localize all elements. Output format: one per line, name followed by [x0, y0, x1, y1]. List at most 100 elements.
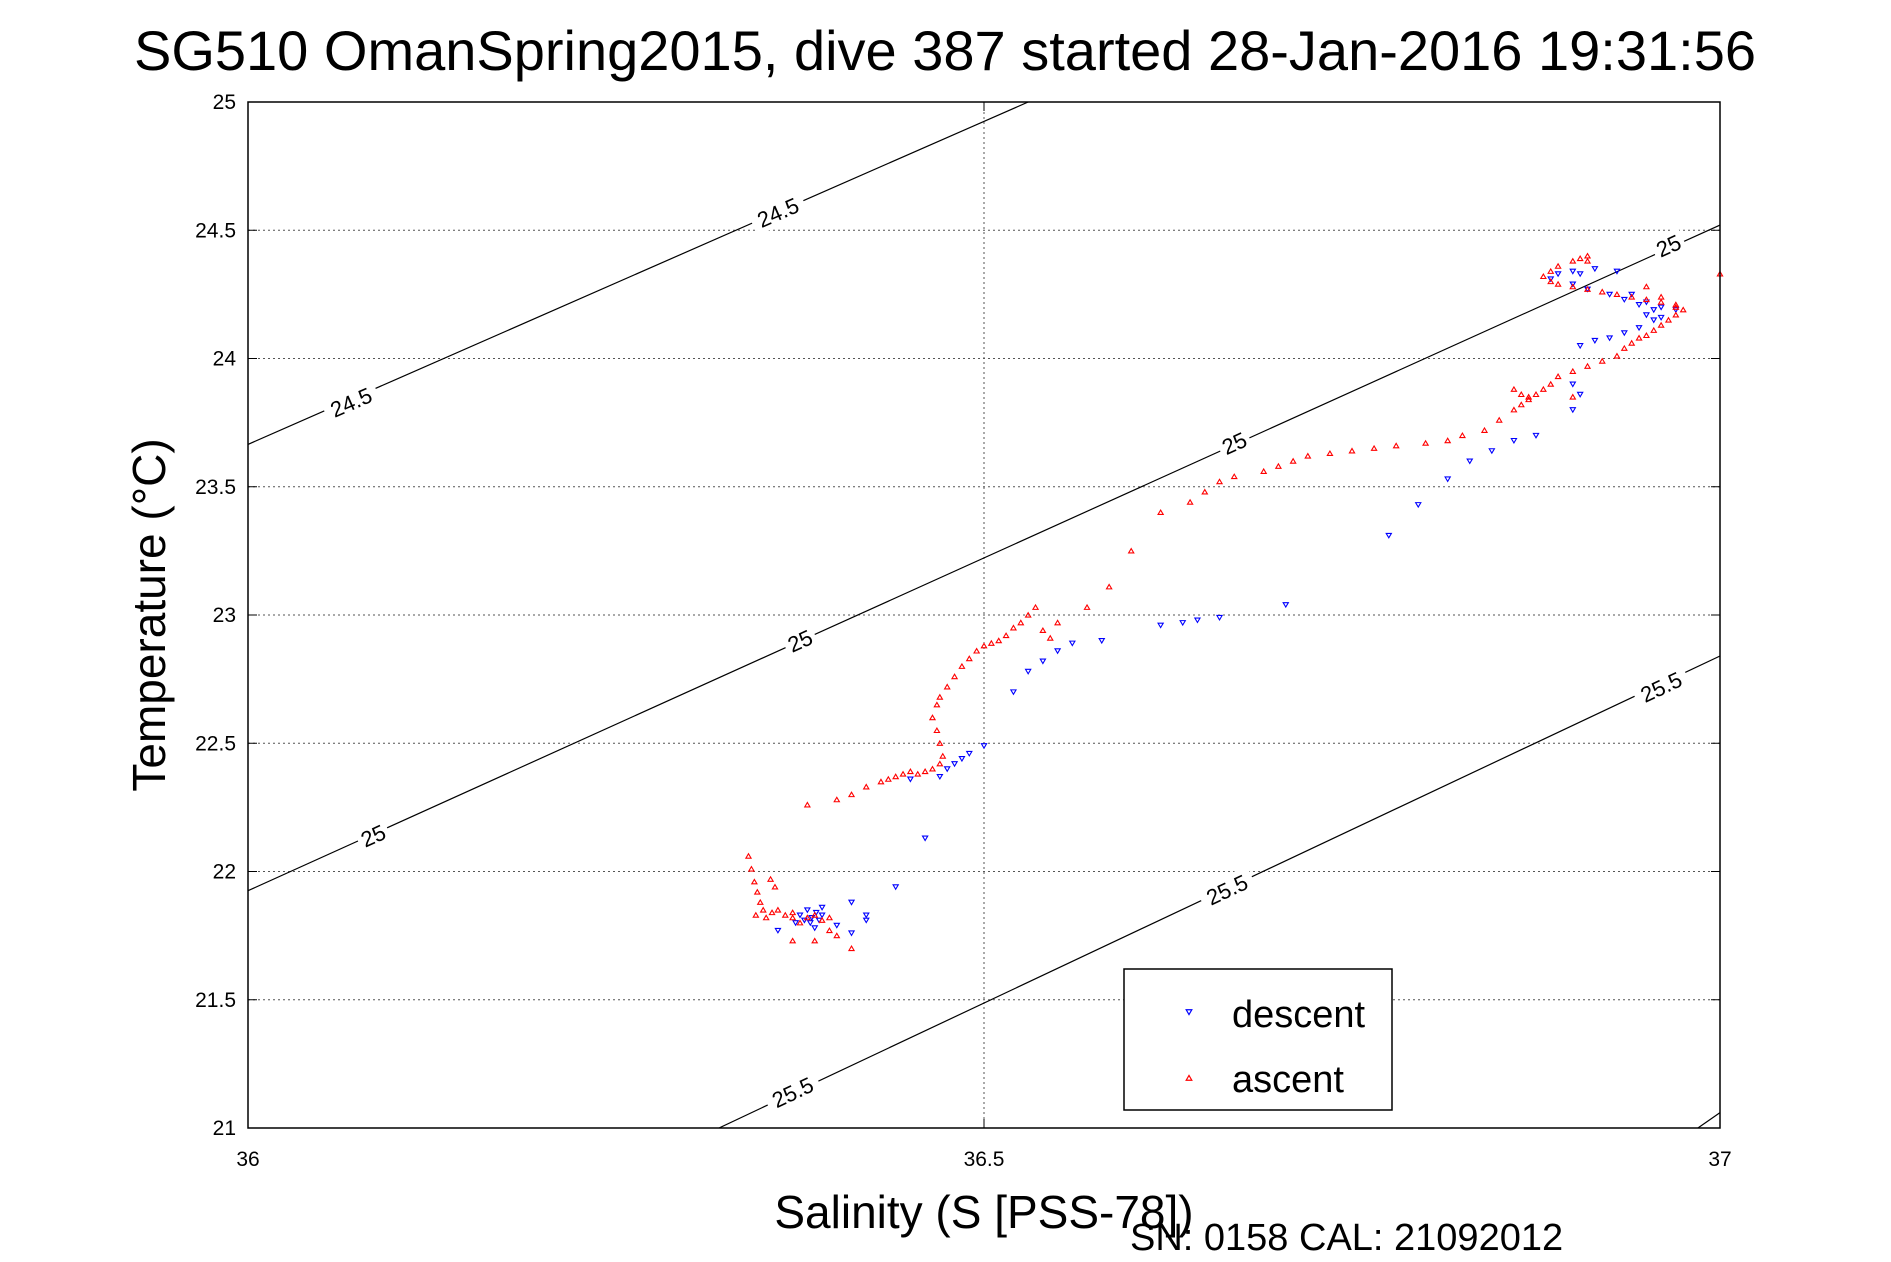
- isopycnal-label-bg: [1196, 865, 1258, 914]
- legend-ascent-symbol: [1185, 1074, 1193, 1081]
- descent-point: [1024, 668, 1032, 675]
- chart-title: SG510 OmanSpring2015, dive 387 started 2…: [134, 19, 1756, 82]
- ascent-point: [1554, 280, 1562, 287]
- ascent-point: [1569, 393, 1577, 400]
- descent-point: [1650, 317, 1658, 324]
- ascent-point: [744, 852, 753, 859]
- ascent-point: [1289, 457, 1297, 464]
- ascent-point: [833, 932, 841, 939]
- ascent-point: [825, 927, 834, 934]
- ascent-point: [1458, 432, 1466, 439]
- descent-point: [943, 766, 951, 773]
- ascent-point: [1157, 508, 1165, 516]
- ascent-point: [950, 673, 959, 680]
- ascent-point: [1657, 321, 1665, 328]
- isopycnal-label-bg: [1214, 424, 1255, 462]
- descent-point: [803, 907, 811, 914]
- ascent-point: [933, 727, 941, 734]
- descent-point: [1193, 617, 1202, 624]
- y-tick-label: 22.5: [195, 732, 236, 755]
- ascent-point: [933, 701, 941, 708]
- ascent-point: [1613, 290, 1621, 298]
- ascent-point: [1525, 393, 1533, 400]
- descent-point: [796, 912, 804, 919]
- ascent-point: [1598, 288, 1606, 295]
- ascent-point: [939, 752, 947, 759]
- ascent-point: [803, 801, 811, 808]
- ascent-point: [1628, 339, 1636, 346]
- isopycnal-label-bg: [1648, 227, 1689, 265]
- descent-point: [792, 920, 800, 927]
- descent-point: [1554, 271, 1562, 278]
- ascent-point: [1547, 380, 1555, 387]
- descent-point: [847, 930, 856, 937]
- descent-point: [1613, 268, 1621, 275]
- ascent-point: [762, 914, 770, 921]
- legend: descent ascent: [1123, 968, 1393, 1111]
- descent-point: [833, 922, 841, 929]
- descent-point: [1642, 299, 1650, 306]
- ascent-point: [1017, 619, 1025, 626]
- descent-point: [1569, 381, 1577, 388]
- ascent-point: [1576, 255, 1584, 262]
- ascent-point: [1480, 426, 1489, 433]
- ascent-point: [789, 937, 797, 944]
- ascent-point: [771, 883, 779, 890]
- ascent-point: [1539, 385, 1547, 392]
- legend-descent-marker: [1185, 1009, 1193, 1016]
- ascent-point: [1679, 306, 1687, 313]
- descent-point: [1657, 304, 1665, 311]
- ascent-point: [1569, 283, 1577, 290]
- descent-point: [774, 927, 782, 934]
- ascent-point: [750, 878, 758, 885]
- ascent-point: [1583, 362, 1592, 369]
- ascent-point: [1002, 632, 1010, 639]
- descent-point: [1532, 432, 1540, 439]
- axis-ticks: 36 36.5 37 21 21.5 22 22.5 23 23.5 24 24.5 25: [195, 91, 1732, 1171]
- isopycnal-label-bg: [320, 378, 382, 426]
- ascent-point: [1370, 444, 1378, 451]
- descent-point: [1466, 458, 1474, 465]
- ascent-point: [862, 783, 870, 790]
- ascent-point: [980, 642, 988, 649]
- ascent-point: [928, 765, 937, 772]
- descent-point: [1657, 314, 1665, 321]
- ascent-point: [943, 683, 951, 690]
- descent-point: [1576, 343, 1584, 350]
- ascent-point: [899, 770, 907, 777]
- ascent-point: [1215, 478, 1224, 485]
- ascent-point: [1304, 452, 1312, 459]
- descent-point: [1569, 281, 1577, 288]
- y-axis-label: Temperature (°C): [123, 438, 175, 791]
- isopycnal-label-bg: [353, 817, 394, 855]
- ascent-point: [789, 909, 797, 916]
- descent-point: [1576, 391, 1584, 398]
- ascent-point: [1392, 442, 1400, 449]
- ascent-point: [747, 865, 755, 872]
- ascent-point: [1532, 390, 1540, 398]
- descent-point: [808, 915, 816, 922]
- ascent-point: [1628, 293, 1636, 300]
- descent-point: [1068, 640, 1076, 647]
- ascent-point: [1444, 437, 1452, 444]
- descent-point: [1635, 325, 1643, 332]
- descent-point: [800, 917, 808, 924]
- y-tick-label: 22: [213, 861, 236, 884]
- ascent-point: [877, 778, 885, 785]
- ascent-point: [847, 791, 856, 798]
- ascent-point: [789, 914, 797, 921]
- ascent-point: [847, 945, 856, 952]
- descent-point: [936, 773, 944, 781]
- x-axis-label: Salinity (S [PSS-78]): [774, 1186, 1193, 1238]
- y-tick-label: 25: [213, 91, 236, 114]
- ascent-point: [825, 914, 834, 921]
- ascent-point: [936, 739, 944, 746]
- ascent-point: [1672, 303, 1680, 310]
- ascent-point: [756, 898, 764, 905]
- isopycnal-label-bg: [1630, 663, 1692, 711]
- descent-point: [1628, 291, 1636, 298]
- ascent-point: [1009, 624, 1018, 631]
- isopycnal-line: [248, 224, 1720, 892]
